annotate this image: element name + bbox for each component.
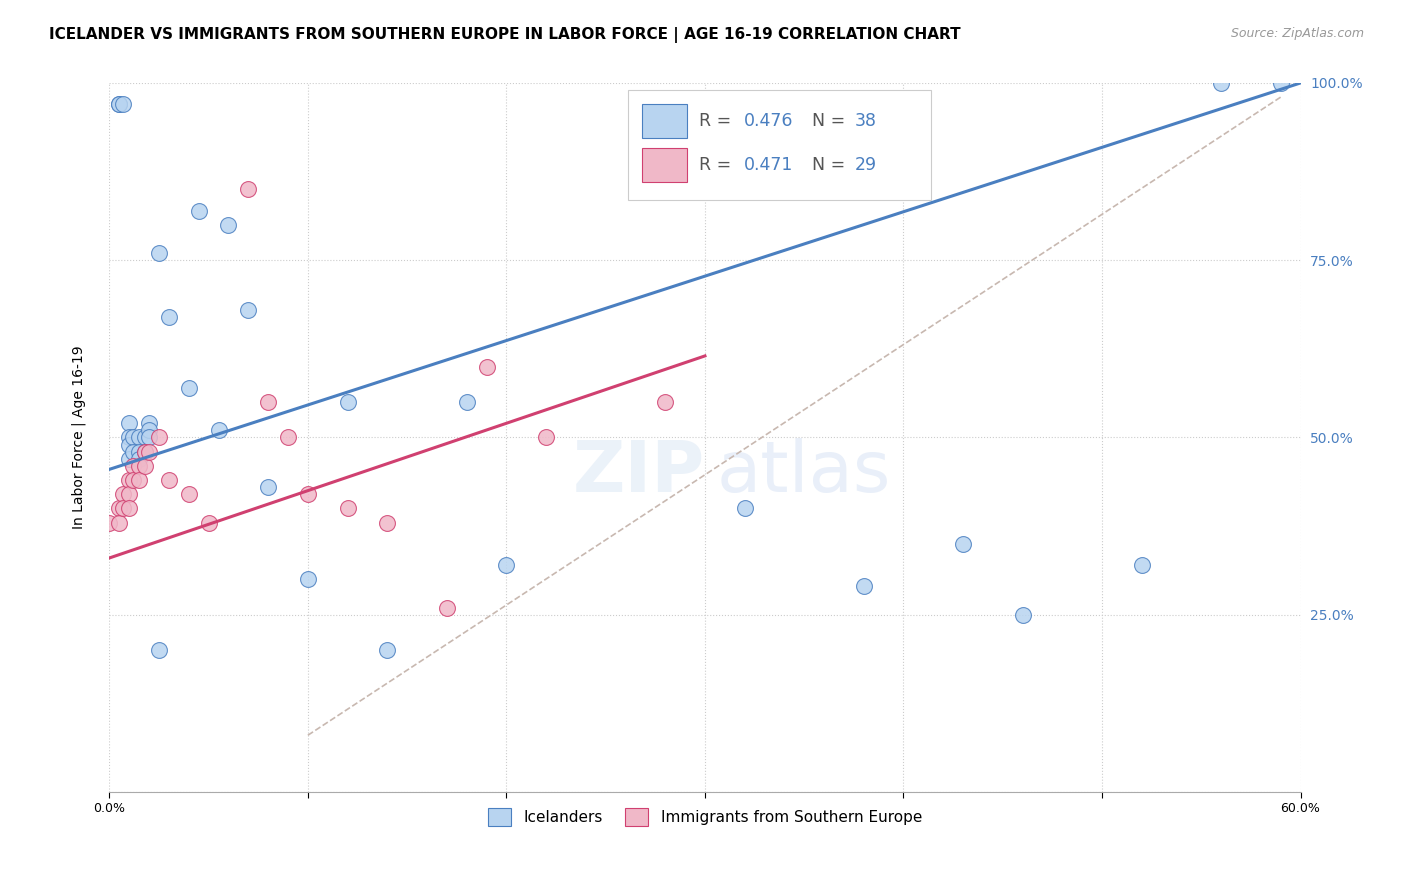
Point bbox=[1211, 76, 1233, 90]
Point bbox=[375, 643, 398, 657]
Text: 0.476: 0.476 bbox=[744, 112, 794, 130]
Text: R =: R = bbox=[699, 112, 737, 130]
Text: ZIP: ZIP bbox=[572, 438, 704, 508]
Point bbox=[177, 381, 200, 395]
Point bbox=[118, 473, 141, 487]
Text: 0.471: 0.471 bbox=[744, 156, 793, 174]
Point bbox=[1011, 607, 1033, 622]
Point bbox=[257, 395, 280, 409]
Point bbox=[122, 458, 145, 473]
Point bbox=[534, 430, 557, 444]
Point bbox=[475, 359, 498, 374]
Point bbox=[98, 516, 121, 530]
Point bbox=[128, 444, 150, 458]
Legend: Icelanders, Immigrants from Southern Europe: Icelanders, Immigrants from Southern Eur… bbox=[481, 800, 929, 834]
Point bbox=[157, 310, 180, 324]
Point bbox=[257, 480, 280, 494]
Point bbox=[157, 473, 180, 487]
Point bbox=[128, 430, 150, 444]
Point bbox=[138, 444, 160, 458]
Point bbox=[138, 423, 160, 437]
Point bbox=[138, 417, 160, 431]
Text: 38: 38 bbox=[855, 112, 877, 130]
Point bbox=[148, 246, 170, 260]
Text: Source: ZipAtlas.com: Source: ZipAtlas.com bbox=[1230, 27, 1364, 40]
Point bbox=[134, 444, 156, 458]
Point bbox=[654, 395, 676, 409]
Point bbox=[118, 487, 141, 501]
Point bbox=[128, 458, 150, 473]
Text: N =: N = bbox=[813, 156, 851, 174]
Point bbox=[122, 444, 145, 458]
FancyBboxPatch shape bbox=[627, 90, 931, 200]
Point bbox=[1270, 76, 1292, 90]
Point bbox=[436, 600, 458, 615]
Point bbox=[108, 97, 131, 112]
Point bbox=[336, 395, 359, 409]
Text: 29: 29 bbox=[855, 156, 877, 174]
Point bbox=[128, 451, 150, 466]
Point bbox=[118, 437, 141, 451]
Point bbox=[134, 430, 156, 444]
Point bbox=[375, 516, 398, 530]
Point bbox=[112, 501, 135, 516]
FancyBboxPatch shape bbox=[641, 104, 688, 138]
Point bbox=[112, 487, 135, 501]
Point bbox=[108, 97, 131, 112]
Text: N =: N = bbox=[813, 112, 851, 130]
Point bbox=[197, 516, 219, 530]
Point bbox=[122, 430, 145, 444]
Text: R =: R = bbox=[699, 156, 737, 174]
Point bbox=[734, 501, 756, 516]
Text: atlas: atlas bbox=[717, 438, 891, 508]
Point bbox=[148, 643, 170, 657]
Point bbox=[277, 430, 299, 444]
Point bbox=[108, 516, 131, 530]
Point bbox=[456, 395, 478, 409]
Point bbox=[297, 487, 319, 501]
Point bbox=[108, 501, 131, 516]
Point bbox=[297, 572, 319, 586]
Point bbox=[128, 473, 150, 487]
Text: ICELANDER VS IMMIGRANTS FROM SOUTHERN EUROPE IN LABOR FORCE | AGE 16-19 CORRELAT: ICELANDER VS IMMIGRANTS FROM SOUTHERN EU… bbox=[49, 27, 960, 43]
Point bbox=[112, 97, 135, 112]
Point bbox=[495, 558, 517, 572]
Point bbox=[177, 487, 200, 501]
Point bbox=[138, 430, 160, 444]
Point bbox=[118, 501, 141, 516]
Y-axis label: In Labor Force | Age 16-19: In Labor Force | Age 16-19 bbox=[72, 345, 86, 529]
Point bbox=[238, 302, 260, 317]
Point bbox=[217, 218, 239, 232]
Point bbox=[952, 537, 974, 551]
Point bbox=[238, 182, 260, 196]
Point bbox=[122, 473, 145, 487]
Point bbox=[118, 417, 141, 431]
Point bbox=[336, 501, 359, 516]
Point bbox=[148, 430, 170, 444]
FancyBboxPatch shape bbox=[641, 148, 688, 182]
Point bbox=[134, 458, 156, 473]
Point bbox=[118, 430, 141, 444]
Point bbox=[134, 444, 156, 458]
Point bbox=[207, 423, 229, 437]
Point bbox=[118, 451, 141, 466]
Point bbox=[1130, 558, 1153, 572]
Point bbox=[187, 203, 209, 218]
Point bbox=[852, 579, 875, 593]
